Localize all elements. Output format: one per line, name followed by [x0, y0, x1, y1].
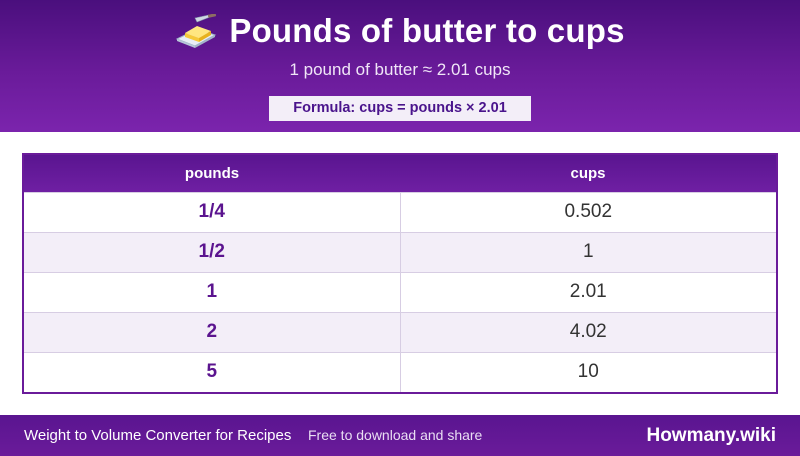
butter-icon	[176, 14, 217, 48]
conversion-table: pounds cups 1/4 0.502 1/2 1 1 2.01 2 4.0…	[22, 153, 778, 394]
footer-app-name: Weight to Volume Converter for Recipes	[24, 427, 292, 444]
formula-box: Formula: cups = pounds × 2.01	[269, 96, 531, 121]
table-header-row: pounds cups	[24, 155, 776, 192]
pounds-cell: 5	[24, 351, 401, 392]
header-banner: Pounds of butter to cups 1 pound of butt…	[0, 0, 800, 132]
pounds-cell: 1/2	[24, 231, 401, 272]
conversion-table-grid: pounds cups 1/4 0.502 1/2 1 1 2.01 2 4.0…	[24, 155, 776, 392]
cups-cell: 1	[400, 231, 776, 272]
cups-cell: 4.02	[400, 311, 776, 352]
cups-cell: 0.502	[400, 191, 776, 232]
table-row: 1/2 1	[24, 231, 776, 272]
conversion-subtitle: 1 pound of butter ≈ 2.01 cups	[289, 60, 511, 79]
footer-bar: Weight to Volume Converter for Recipes F…	[0, 415, 800, 456]
footer-tagline: Free to download and share	[308, 427, 483, 443]
cups-cell: 10	[400, 351, 776, 392]
title-row: Pounds of butter to cups	[0, 12, 800, 50]
footer-brand-link[interactable]: Howmany.wiki	[646, 425, 776, 446]
column-header-pounds: pounds	[24, 155, 400, 192]
table-row: 1 2.01	[24, 271, 776, 312]
table-row: 5 10	[24, 351, 776, 392]
column-header-cups: cups	[400, 155, 776, 192]
page-title: Pounds of butter to cups	[229, 12, 625, 49]
cups-cell: 2.01	[400, 271, 776, 312]
table-row: 1/4 0.502	[24, 191, 776, 232]
table-row: 2 4.02	[24, 311, 776, 352]
pounds-cell: 2	[24, 311, 401, 352]
pounds-cell: 1	[24, 271, 401, 312]
pounds-cell: 1/4	[24, 191, 401, 232]
